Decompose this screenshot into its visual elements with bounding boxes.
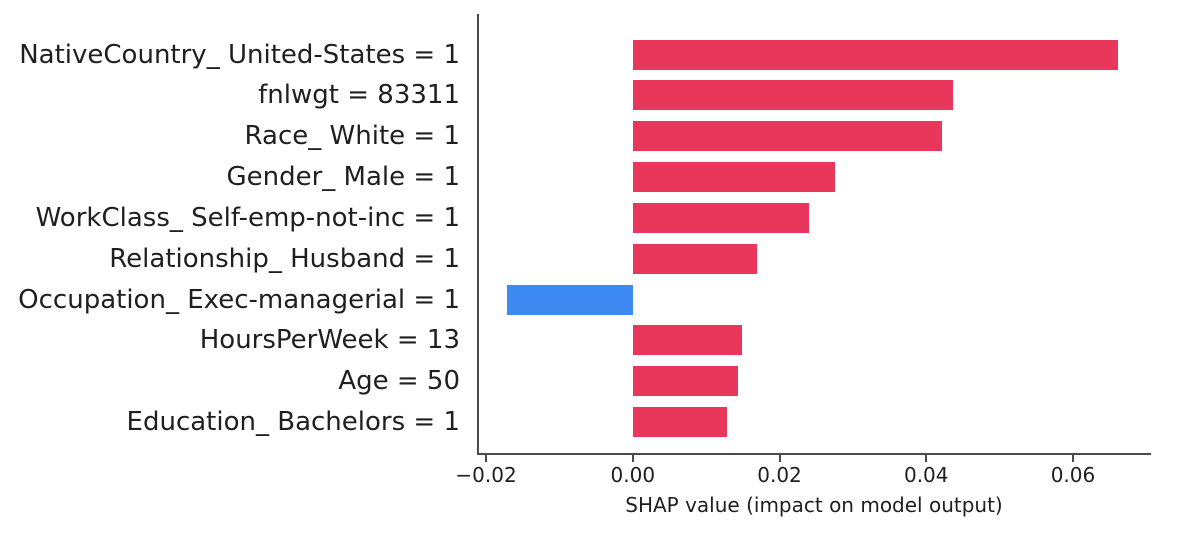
x-tick-label: 0.06 [1050, 463, 1096, 487]
positive-shap-bar [632, 162, 835, 193]
x-tick-label: 0.04 [903, 463, 949, 487]
positive-shap-bar [632, 202, 809, 233]
positive-shap-bar [632, 121, 943, 152]
positive-shap-bar [632, 325, 743, 356]
positive-shap-bar [632, 243, 757, 274]
x-tick-mark [485, 454, 488, 462]
x-tick-label: 0.00 [610, 463, 656, 487]
x-tick-mark [1071, 454, 1074, 462]
positive-shap-bar [632, 80, 954, 111]
x-tick-label: −0.02 [455, 463, 517, 487]
positive-shap-bar [632, 407, 727, 438]
y-tick-label: Relationship_ Husband = 1 [109, 243, 460, 274]
positive-shap-bar [632, 366, 738, 397]
x-tick-mark [925, 454, 928, 462]
negative-shap-bar [507, 284, 633, 315]
y-tick-label: Age = 50 [338, 366, 460, 397]
y-tick-label: Race_ White = 1 [244, 121, 460, 152]
y-axis-line [477, 14, 479, 454]
y-tick-label: Gender_ Male = 1 [226, 162, 460, 193]
x-tick-label: 0.02 [757, 463, 802, 487]
y-tick-label: HoursPerWeek = 13 [199, 325, 460, 356]
y-tick-label: NativeCountry_ United-States = 1 [19, 39, 460, 70]
y-tick-label: fnlwgt = 83311 [258, 80, 460, 111]
x-axis-title: SHAP value (impact on model output) [625, 493, 1003, 517]
x-axis-line [477, 453, 1151, 455]
positive-shap-bar [632, 39, 1119, 70]
y-tick-label: WorkClass_ Self-emp-not-inc = 1 [35, 202, 460, 233]
x-tick-mark [631, 454, 634, 462]
x-tick-mark [778, 454, 781, 462]
y-tick-label: Education_ Bachelors = 1 [126, 407, 460, 438]
y-tick-label: Occupation_ Exec-managerial = 1 [18, 284, 460, 315]
